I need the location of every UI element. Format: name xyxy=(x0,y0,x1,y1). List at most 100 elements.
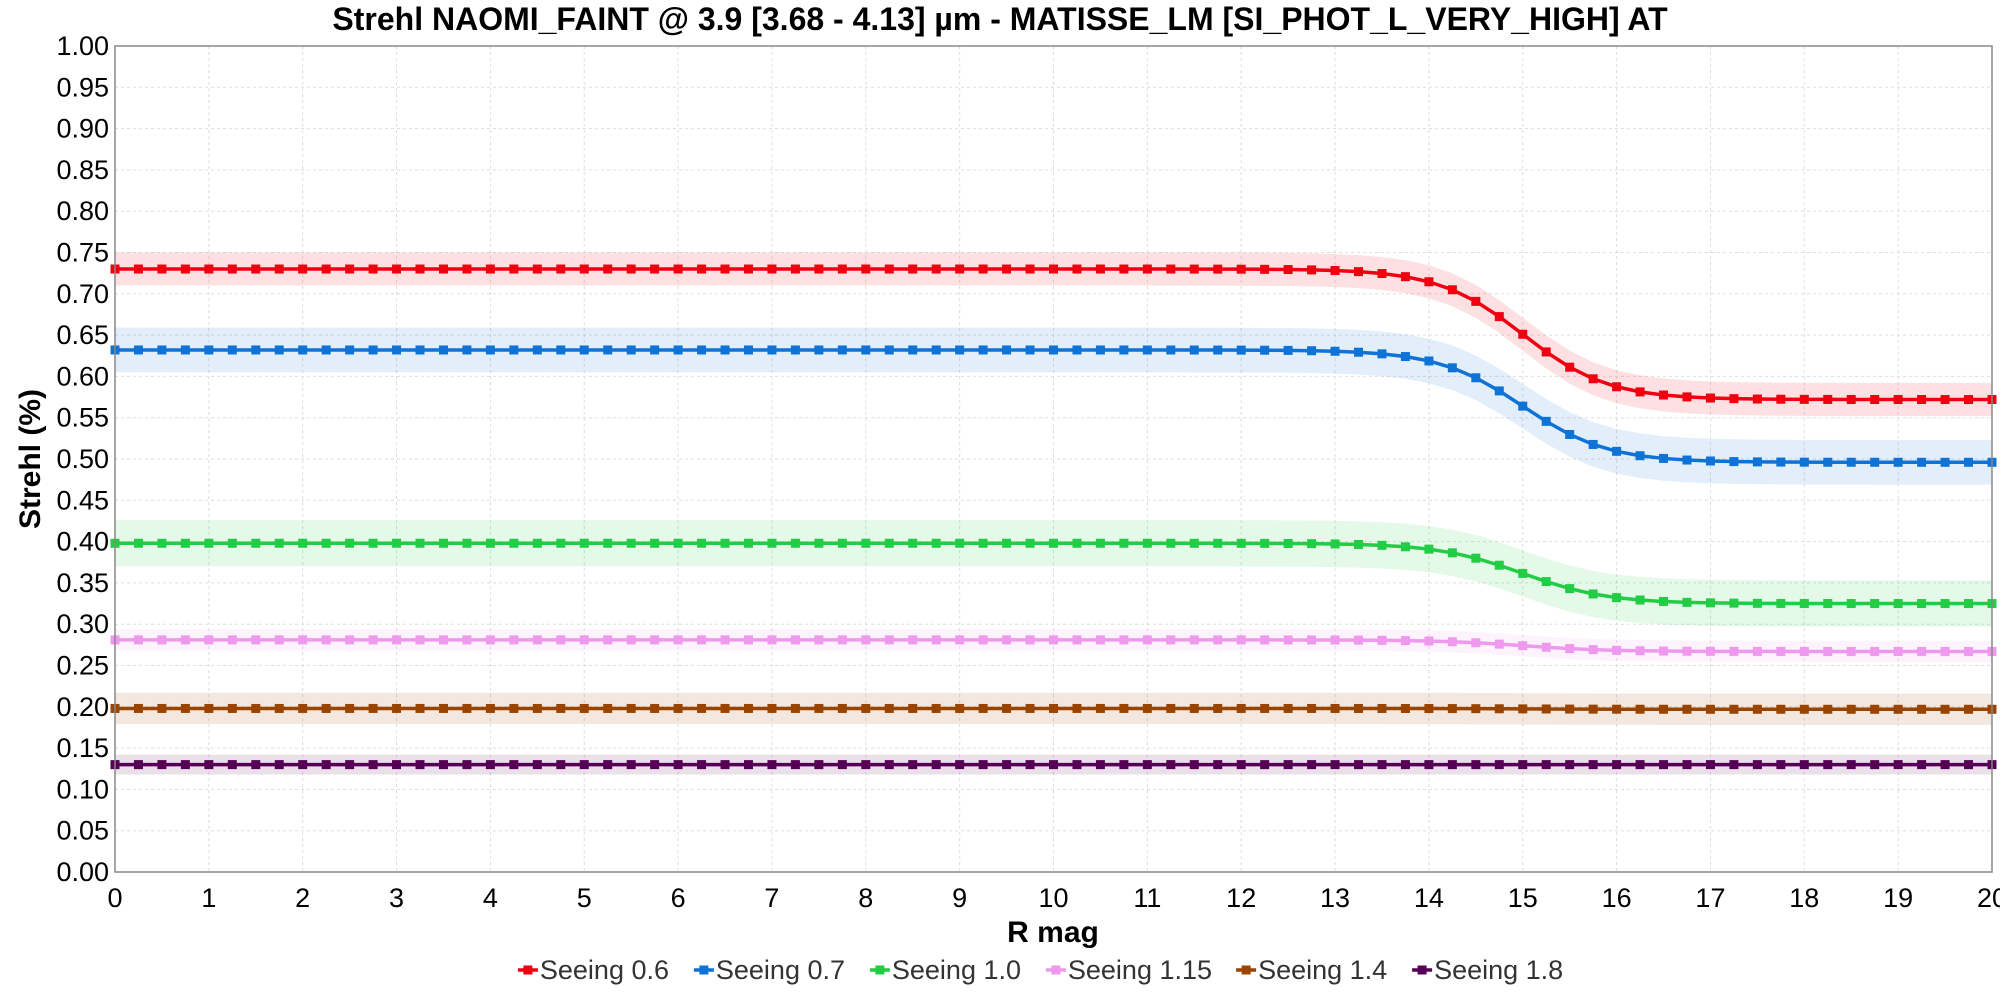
data-point xyxy=(767,760,777,770)
data-point xyxy=(298,264,308,274)
data-point xyxy=(767,703,777,713)
data-point xyxy=(1752,646,1762,656)
data-point xyxy=(603,538,613,548)
data-point xyxy=(1846,457,1856,467)
data-point xyxy=(509,345,519,355)
data-point xyxy=(908,635,918,645)
data-point xyxy=(603,703,613,713)
data-point xyxy=(1705,598,1715,608)
data-point xyxy=(1870,646,1880,656)
data-point xyxy=(180,538,190,548)
y-tick-label: 0.05 xyxy=(56,816,109,846)
data-point xyxy=(1893,457,1903,467)
data-point xyxy=(1002,345,1012,355)
data-point xyxy=(556,760,566,770)
data-point xyxy=(1541,416,1551,426)
data-point xyxy=(1002,264,1012,274)
data-point xyxy=(1846,760,1856,770)
data-point xyxy=(1823,760,1833,770)
x-tick-label: 1 xyxy=(201,883,216,913)
data-point xyxy=(532,345,542,355)
data-point xyxy=(1682,760,1692,770)
data-point xyxy=(392,703,402,713)
data-point xyxy=(1729,598,1739,608)
data-point xyxy=(1049,264,1058,274)
data-point xyxy=(345,760,355,770)
data-point xyxy=(321,264,331,274)
legend-swatch-marker xyxy=(699,965,709,975)
data-point xyxy=(509,703,519,713)
data-point xyxy=(1283,703,1293,713)
data-point xyxy=(1940,457,1950,467)
data-point xyxy=(556,538,566,548)
data-point xyxy=(133,264,143,274)
data-point xyxy=(743,264,753,274)
data-point xyxy=(1729,457,1739,467)
data-point xyxy=(133,538,143,548)
data-point xyxy=(298,345,308,355)
data-point xyxy=(626,703,636,713)
data-point xyxy=(1471,760,1481,770)
data-point xyxy=(1541,760,1551,770)
data-point xyxy=(743,538,753,548)
data-point xyxy=(978,703,988,713)
y-tick-label: 0.10 xyxy=(56,774,109,804)
data-point xyxy=(485,760,495,770)
data-point xyxy=(1893,646,1903,656)
data-point xyxy=(1166,703,1176,713)
data-point xyxy=(1471,638,1481,648)
data-point xyxy=(1095,635,1105,645)
data-point xyxy=(1776,760,1786,770)
data-point xyxy=(1846,646,1856,656)
data-point xyxy=(767,538,777,548)
data-point xyxy=(1025,635,1035,645)
data-point xyxy=(251,264,261,274)
data-point xyxy=(485,345,495,355)
data-point xyxy=(556,635,566,645)
data-point xyxy=(814,264,824,274)
x-tick-label: 16 xyxy=(1602,883,1632,913)
data-point xyxy=(1518,704,1528,714)
x-tick-label: 13 xyxy=(1320,883,1350,913)
data-point xyxy=(1776,598,1786,608)
chart-title: Strehl NAOMI_FAINT @ 3.9 [3.68 - 4.13] µ… xyxy=(332,1,1668,37)
y-tick-label: 0.00 xyxy=(56,857,109,887)
data-point xyxy=(908,538,918,548)
data-point xyxy=(1377,760,1387,770)
data-point xyxy=(251,703,261,713)
data-point xyxy=(1400,542,1410,552)
legend-swatch-marker xyxy=(1417,965,1427,975)
x-tick-label: 18 xyxy=(1789,883,1819,913)
data-point xyxy=(1236,635,1246,645)
data-point xyxy=(931,635,941,645)
legend-label: Seeing 1.15 xyxy=(1068,955,1212,985)
data-point xyxy=(1565,584,1575,594)
data-point xyxy=(697,538,707,548)
data-point xyxy=(1565,760,1575,770)
data-point xyxy=(1659,453,1669,463)
data-point xyxy=(1260,538,1270,548)
data-point xyxy=(1213,538,1223,548)
data-point xyxy=(1447,363,1457,373)
data-point xyxy=(1964,599,1974,609)
data-point xyxy=(274,264,284,274)
data-point xyxy=(1377,349,1387,359)
data-point xyxy=(1095,760,1105,770)
data-point xyxy=(1565,644,1575,654)
data-point xyxy=(1541,577,1551,587)
data-point xyxy=(204,345,214,355)
data-point xyxy=(931,703,941,713)
data-point xyxy=(1917,704,1927,714)
data-point xyxy=(673,345,683,355)
data-point xyxy=(274,703,284,713)
data-point xyxy=(1659,760,1669,770)
x-tick-label: 15 xyxy=(1508,883,1538,913)
y-tick-label: 0.60 xyxy=(56,361,109,391)
data-point xyxy=(438,760,448,770)
data-point xyxy=(1776,646,1786,656)
data-point xyxy=(626,264,636,274)
data-point xyxy=(1424,636,1434,646)
data-point xyxy=(1729,646,1739,656)
data-point xyxy=(274,345,284,355)
data-point xyxy=(1002,760,1012,770)
